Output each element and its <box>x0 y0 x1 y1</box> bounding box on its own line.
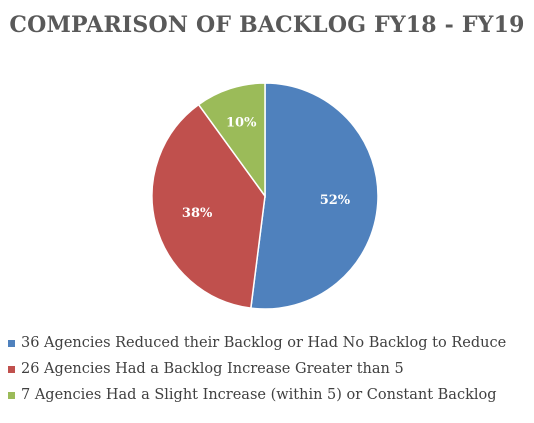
legend-label-reduced: 36 Agencies Reduced their Backlog or Had… <box>21 335 507 351</box>
data-label-slight-increase: 10% <box>226 115 257 130</box>
legend-swatch-reduced <box>8 339 15 347</box>
legend-label-increase-greater: 26 Agencies Had a Backlog Increase Great… <box>21 361 404 377</box>
chart-title: COMPARISON OF BACKLOG FY18 - FY19 <box>9 12 525 38</box>
chart-legend: 36 Agencies Reduced their Backlog or Had… <box>8 330 532 408</box>
data-label-increase-greater: 38% <box>182 206 213 221</box>
pie-slice-reduced <box>249 82 379 310</box>
legend-label-slight-increase: 7 Agencies Had a Slight Increase (within… <box>21 387 497 403</box>
data-label-reduced: 52% <box>320 193 351 208</box>
legend-swatch-slight-increase <box>8 391 15 399</box>
legend-item-increase-greater: 26 Agencies Had a Backlog Increase Great… <box>8 356 532 382</box>
pie-slice-slight-increase <box>197 82 266 199</box>
legend-item-slight-increase: 7 Agencies Had a Slight Increase (within… <box>8 382 532 408</box>
pie-slice-increase-greater <box>151 103 266 309</box>
legend-item-reduced: 36 Agencies Reduced their Backlog or Had… <box>8 330 532 356</box>
legend-swatch-increase-greater <box>8 365 15 373</box>
